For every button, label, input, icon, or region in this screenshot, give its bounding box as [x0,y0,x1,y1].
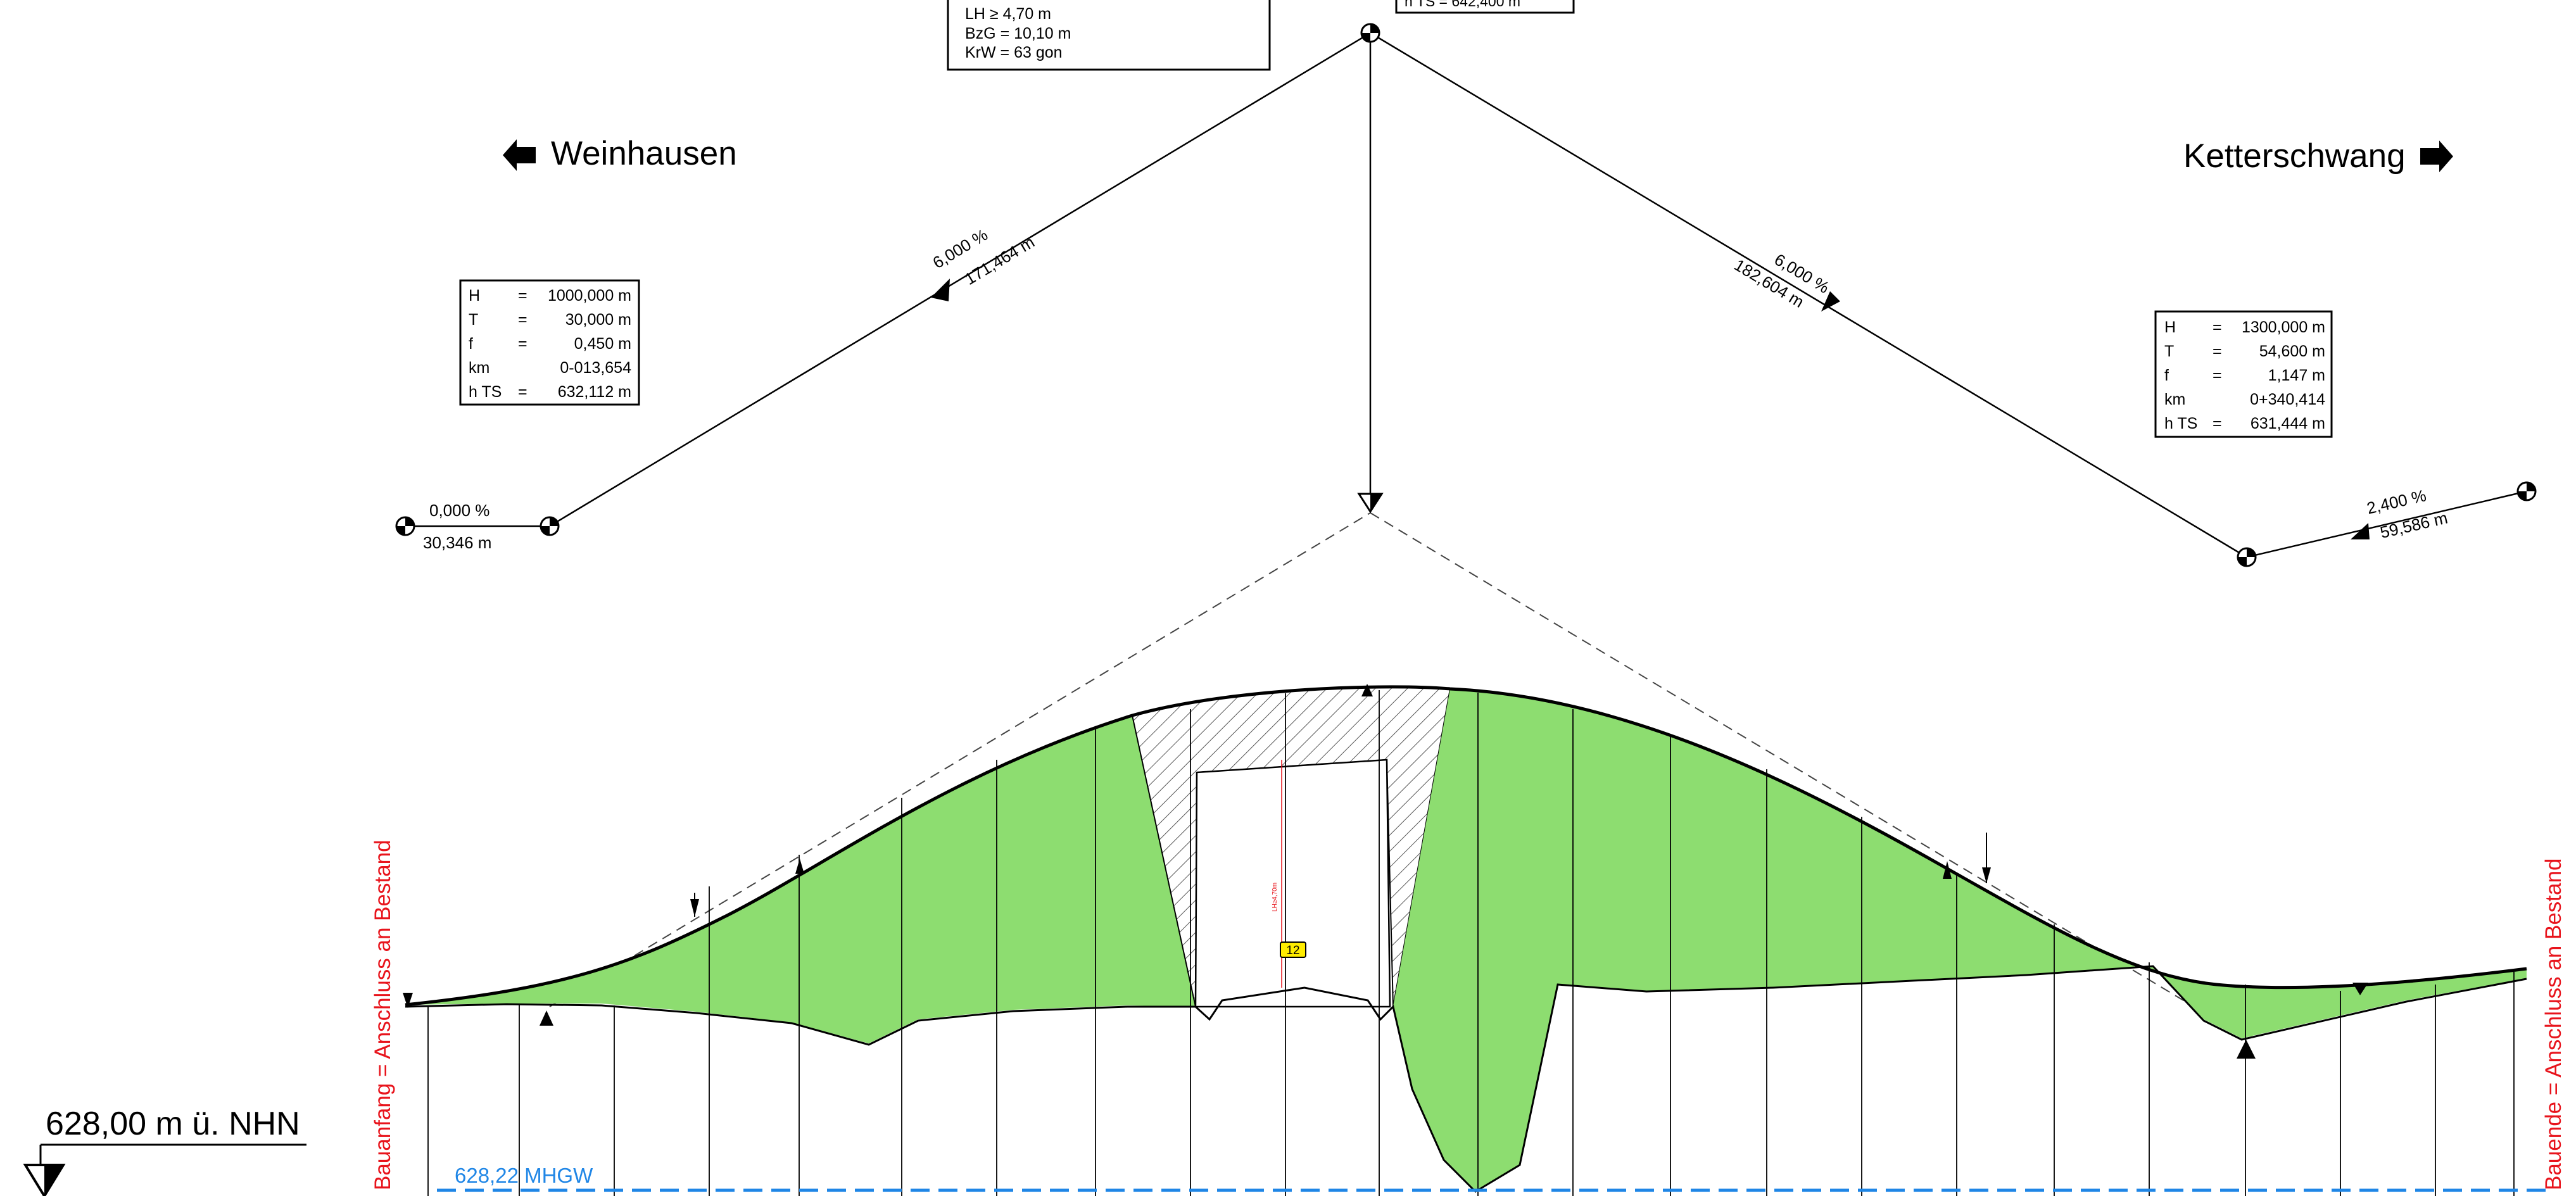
arrow-right-icon [2420,141,2453,172]
fill-area-right [1393,689,2527,1190]
direction-left-label: Weinhausen [551,135,737,172]
grade-annotation-g3: 6,000 % 182,604 m [1731,249,1833,312]
marker-down-icon [403,993,413,1008]
profile-markers [403,684,2368,1059]
curve-key: H [469,287,480,305]
marker-up-icon [1943,861,1952,879]
grade-annotation-g4: 2,400 % 59,586 m [2365,486,2450,542]
reference-level: 628,00 m ü. NHN [23,1105,306,1196]
grade-lines [405,32,2527,558]
grade-arrow-icon [1821,291,1840,312]
curve-eq: = [518,311,527,329]
arrow-left-icon [503,139,536,171]
start-label: Bauanfang = Anschluss an Bestand [370,840,395,1190]
direction-left: Weinhausen [503,135,737,172]
vertex-pin-icon [395,516,415,536]
mhgw-label: 628,22 MHGW [455,1164,593,1187]
curve-key: T [2164,343,2174,360]
vertex-pin-icon [1360,23,1380,43]
curve-value: 30,000 m [565,311,631,329]
curve-value: 1300,000 m [2242,318,2325,336]
curve-value: 1000,000 m [548,287,631,305]
curve-eq: = [2213,318,2222,336]
curve-value: 0-013,654 [560,359,631,377]
marker-down-icon [2352,983,2368,995]
curve-value: 54,600 m [2259,343,2325,360]
grade-annotation-g1: 0,000 % 30,346 m [423,501,491,552]
bridge-clearance-note: LH≥4,70m [1272,883,1279,912]
crest-info-box: h TS = 642,400 m [1395,0,1575,14]
earthworks [405,686,2527,1190]
grade-arrow-icon [931,279,950,301]
road-profile-line [405,685,2527,1007]
curve-value: 632,112 m [558,383,631,401]
bridge-info-line-1: LH ≥ 4,70 m [965,5,1051,23]
station-tag-label: 12 [1286,944,1299,957]
grade-slope: 2,400 % [2365,486,2428,518]
vertex-pin-icon [2516,481,2537,501]
curve-key: T [469,311,478,329]
curve-key: f [2164,367,2169,384]
marker-up-icon [795,859,804,874]
bridge-info-line-3: KrW = 63 gon [965,44,1063,61]
marker-up-icon [2237,1040,2256,1059]
curve-key: km [469,359,489,377]
direction-right-label: Ketterschwang [2183,137,2406,175]
curve-value: 0+340,414 [2250,391,2325,408]
curve-key: f [469,335,473,353]
vertex-pin-icon [2237,547,2257,567]
grade-length: 30,346 m [423,533,491,552]
crest-info-line: h TS = 642,400 m [1405,0,1520,9]
bridge-info-line-2: BzG = 10,10 m [965,25,1071,42]
bridge-opening [1194,759,1391,1008]
marker-crest-icon [1361,684,1373,696]
vertex-pin-icon [540,516,560,536]
vertex-markers [395,23,2537,567]
curve-value: 0,450 m [574,335,631,353]
direction-right: Ketterschwang [2183,137,2453,175]
grade-slope: 0,000 % [429,501,489,520]
curve-key: h TS [469,383,502,401]
curve-eq: = [2213,367,2222,384]
curve-key: H [2164,318,2176,336]
existing-ground-line [405,965,2527,1193]
curve-eq: = [518,335,527,353]
station-tag: 12 [1280,941,1306,958]
marker-up-icon [540,1010,553,1026]
curve-key: km [2164,391,2185,408]
reference-level-label: 628,00 m ü. NHN [46,1105,300,1142]
grade-arrow-icon [2351,523,2370,539]
construction-lines [549,512,2247,1039]
curve-info-left: H = 1000,000 m T = 30,000 m f = 0,450 m … [459,279,640,406]
end-label: Bauende = Anschluss an Bestand [2541,859,2566,1190]
curve-value: 631,444 m [2251,415,2325,432]
fill-area-left [405,715,1196,1043]
bridge-info-box: LH ≥ 4,70 m BzG = 10,10 m KrW = 63 gon [947,0,1271,71]
curve-key: h TS [2164,415,2197,432]
curve-eq: = [518,287,527,305]
curve-eq: = [2213,343,2222,360]
curve-eq: = [518,383,527,401]
curve-info-right: H = 1300,000 m T = 54,600 m f = 1,147 m … [2154,310,2333,438]
curve-eq: = [2213,415,2222,432]
curve-value: 1,147 m [2268,367,2325,384]
